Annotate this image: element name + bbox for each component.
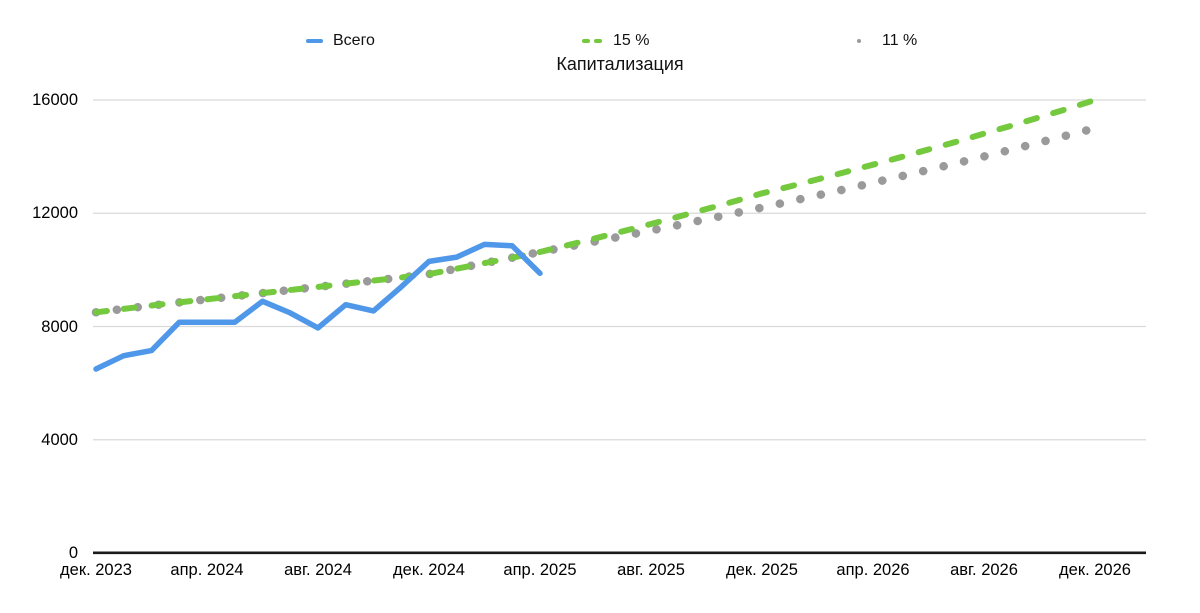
dashed-line-swatch-icon	[582, 38, 602, 44]
x-tick-apr-2025: апр. 2025	[503, 561, 577, 579]
x-tick-aug-2026: авг. 2026	[950, 561, 1018, 579]
legend-label-11pct: 11 %	[882, 32, 918, 49]
x-tick-apr-2026: апр. 2026	[836, 561, 910, 579]
gridlines	[93, 99, 1146, 441]
series-layer	[91, 97, 1100, 372]
x-tick-dec-2024: дек. 2024	[393, 561, 465, 579]
y-tick-0: 0	[68, 544, 78, 562]
solid-line-swatch-icon	[306, 38, 323, 44]
legend-item-total: Всего	[306, 31, 375, 51]
x-tick-aug-2024: авг. 2024	[284, 561, 352, 579]
x-tick-apr-2024: апр. 2024	[170, 561, 244, 579]
legend-item-15pct: 15 %	[582, 31, 649, 51]
y-tick-12000: 12000	[32, 204, 78, 222]
dotted-line-swatch-icon	[857, 39, 861, 43]
y-tick-8000: 8000	[41, 318, 78, 336]
series-line-solid	[93, 241, 543, 372]
series-line-dashed	[93, 97, 1098, 316]
legend-item-11pct: 11 %	[857, 31, 917, 51]
x-tick-dec-2025: дек. 2025	[726, 561, 798, 579]
legend-label-total: Всего	[333, 32, 375, 49]
x-tick-dec-2026: дек. 2026	[1059, 561, 1131, 579]
y-tick-4000: 4000	[41, 431, 78, 449]
chart-title: Капитализация	[556, 54, 684, 74]
x-tick-aug-2025: авг. 2025	[617, 561, 685, 579]
series-line-dotted	[91, 124, 1100, 317]
x-tick-dec-2023: дек. 2023	[60, 561, 132, 579]
y-tick-16000: 16000	[32, 91, 78, 109]
legend-label-15pct: 15 %	[613, 32, 650, 49]
